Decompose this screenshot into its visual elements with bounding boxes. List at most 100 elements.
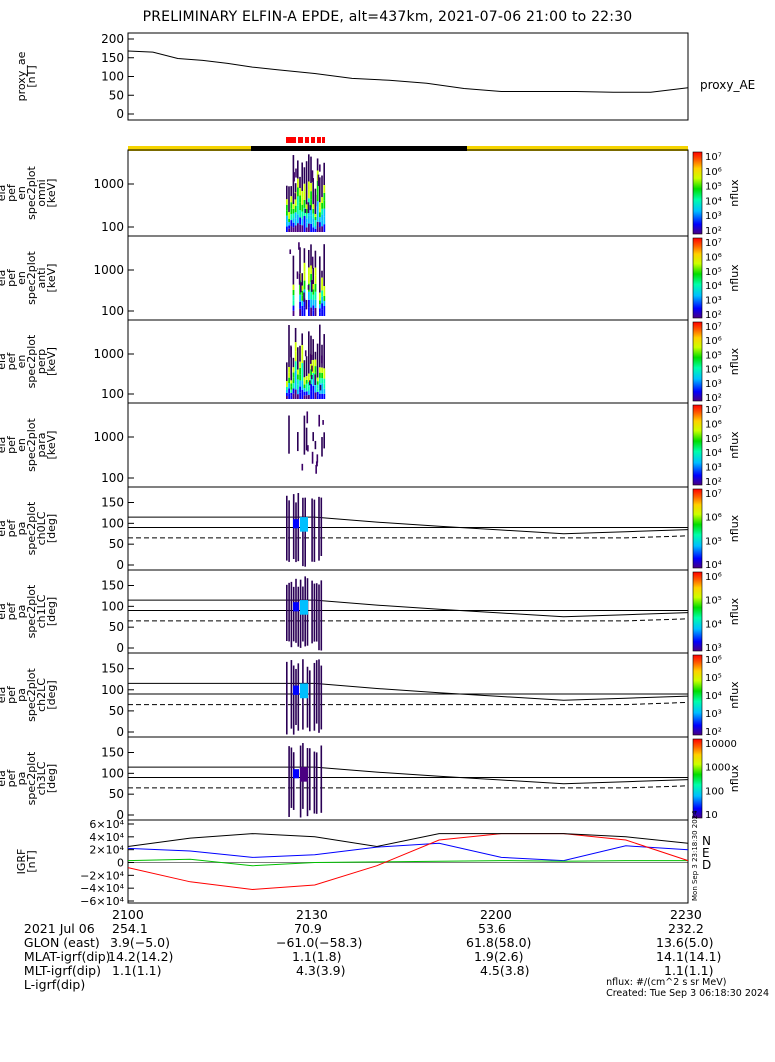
proxy-ae-tick-label-1: 150 bbox=[101, 51, 124, 65]
spec-column-perp-6 bbox=[299, 361, 301, 399]
spec-speck-anti-7 bbox=[298, 273, 301, 285]
spec-pixel bbox=[323, 368, 326, 374]
footer-glon-3: 232.2 bbox=[668, 921, 704, 936]
colorbar-tick-omni-3: 10⁴ bbox=[705, 196, 722, 207]
panel-ylabel-anti-2: en bbox=[15, 271, 28, 285]
pa-pixel-ch3LC-3 bbox=[292, 752, 295, 810]
spec-pixel bbox=[305, 391, 308, 396]
spec-pixel-perp-top-2 bbox=[290, 346, 292, 381]
panel-ylabel-perp-1: pef bbox=[5, 352, 18, 371]
footer-row-mlat: MLAT-igrf(dip) 3.9(−5.0) −61.0(−58.3) 61… bbox=[8, 936, 714, 964]
panel-ylabel-ch1LC-3: spec2plot bbox=[25, 584, 38, 638]
spec-pixel-para-top-17 bbox=[323, 432, 325, 449]
pa-pixel-ch1LC-14 bbox=[318, 584, 320, 651]
spec-column-omni-7 bbox=[301, 191, 304, 232]
spec-pixel bbox=[288, 366, 290, 373]
spec-pixel bbox=[316, 384, 319, 389]
spec-speck-omni-8 bbox=[295, 168, 297, 178]
spec-pixel bbox=[299, 294, 301, 302]
spec-pixel bbox=[305, 218, 308, 223]
spec-pixel bbox=[305, 395, 308, 399]
igrf-legend-D: D bbox=[702, 858, 711, 872]
pitch-tick-label-ch3LC-2: 50 bbox=[109, 787, 124, 801]
panel-ylabel-ch3LC-4: ch3LC bbox=[35, 761, 48, 795]
spec-pixel-omni-top-7 bbox=[301, 162, 303, 192]
spec-pixel bbox=[286, 221, 288, 227]
spec-pixel bbox=[312, 379, 315, 386]
spec-pixel bbox=[299, 210, 301, 218]
panel-frame-ch3LC bbox=[127, 736, 689, 821]
pa-pixel-ch0LC-11 bbox=[311, 498, 313, 562]
colorbar-tick-omni-0: 10⁷ bbox=[705, 152, 722, 163]
spec-pixel bbox=[297, 389, 299, 395]
spec-pixel bbox=[303, 384, 306, 389]
colorbar-tick-omni-1: 10⁶ bbox=[705, 167, 722, 178]
panel-ylabel-omni-0: ela bbox=[0, 185, 8, 202]
spec-pixel-omni-top-17 bbox=[323, 162, 325, 186]
pa-core-ch1LC bbox=[300, 600, 308, 615]
spec-pixel bbox=[319, 393, 321, 399]
spec-pixel-anti-top-6 bbox=[299, 247, 301, 274]
spec-speck-perp-6 bbox=[290, 345, 292, 358]
footer-row-time-label: 2021 Jul 06 bbox=[23, 921, 95, 936]
spec-pixel bbox=[314, 385, 317, 393]
spec-pixel bbox=[299, 224, 301, 232]
spec-pixel bbox=[299, 308, 301, 316]
spec-pixel bbox=[314, 214, 317, 217]
spec-pixel bbox=[290, 226, 293, 232]
figure: proxy_ae[nT]elapefenspec2plotomni[keV]el… bbox=[0, 32, 755, 908]
panel-ylabel-omni-4: omni bbox=[35, 179, 48, 206]
spec-pixel bbox=[305, 204, 308, 209]
panel-frame-anti bbox=[127, 235, 689, 321]
spec-pixel-para-top-12 bbox=[312, 432, 314, 442]
spec-pixel-para-top-1 bbox=[288, 415, 290, 454]
pa-pixel-ch3LC-12 bbox=[313, 751, 316, 814]
spec-pixel bbox=[323, 200, 326, 209]
spec-pixel bbox=[321, 378, 323, 384]
energy-tick-label-para-0: 1000 bbox=[93, 430, 124, 444]
spec-pixel-anti-top-3 bbox=[292, 255, 295, 285]
panel-ylabel-omni-5: [keV] bbox=[45, 179, 58, 208]
panel-ylabel-ch2LC-2: pa bbox=[15, 688, 28, 702]
colorbar-tick-perp-3: 10⁴ bbox=[705, 365, 722, 376]
proxy-ae-tick-label-4: 0 bbox=[116, 107, 124, 121]
pa-core-ch0LC bbox=[300, 517, 308, 532]
footer-row-glon: GLON (east) 254.1 70.9 53.6 232.2 bbox=[8, 922, 704, 950]
spec-pixel bbox=[288, 218, 290, 223]
colorbar-tick-para-5: 10² bbox=[705, 477, 722, 488]
spec-column-perp-0 bbox=[286, 381, 288, 399]
spec-column-omni-5 bbox=[297, 178, 299, 232]
spec-pixel-anti-top-17 bbox=[323, 244, 325, 286]
spec-pixel bbox=[308, 394, 310, 399]
colorbar-tick-para-1: 10⁶ bbox=[705, 419, 722, 430]
spec-pixel bbox=[305, 383, 308, 388]
spec-pixel-omni-top-6 bbox=[299, 176, 301, 189]
panel-ylabel-ch3LC-2: pa bbox=[15, 772, 28, 786]
spec-column-anti-12 bbox=[312, 284, 315, 316]
spec-pixel bbox=[312, 218, 315, 223]
energy-tick-label-anti-0: 1000 bbox=[93, 263, 124, 277]
spec-pixel bbox=[297, 374, 299, 380]
spec-pixel bbox=[310, 369, 312, 377]
spec-pixel-perp-top-6 bbox=[299, 345, 301, 362]
spec-pixel-omni-top-12 bbox=[312, 178, 314, 205]
colorbar-tick-ch0LC-1: 10⁶ bbox=[705, 513, 722, 524]
pa-pixel-ch0LC-15 bbox=[320, 497, 323, 557]
spec-pixel bbox=[316, 201, 319, 212]
igrf-tick-label-3: 0 bbox=[117, 857, 124, 870]
spec-pixel bbox=[301, 363, 304, 373]
spec-pixel bbox=[312, 222, 315, 228]
spec-column-anti-10 bbox=[308, 267, 310, 316]
spec-pixel bbox=[299, 202, 301, 211]
panel-ylabel-ch1LC-1: pef bbox=[5, 602, 18, 621]
pa-core2-ch0LC bbox=[293, 519, 299, 529]
spec-pixel bbox=[323, 185, 326, 193]
spec-pixel bbox=[301, 310, 304, 316]
spec-column-perp-16 bbox=[321, 367, 323, 399]
spec-column-perp-4 bbox=[294, 342, 297, 399]
pa-pixel-ch2LC-5 bbox=[297, 663, 300, 731]
spec-pixel bbox=[305, 208, 308, 214]
panel-frame-omni bbox=[127, 149, 689, 237]
spec-pixel bbox=[310, 199, 312, 208]
spec-pixel bbox=[319, 217, 321, 223]
